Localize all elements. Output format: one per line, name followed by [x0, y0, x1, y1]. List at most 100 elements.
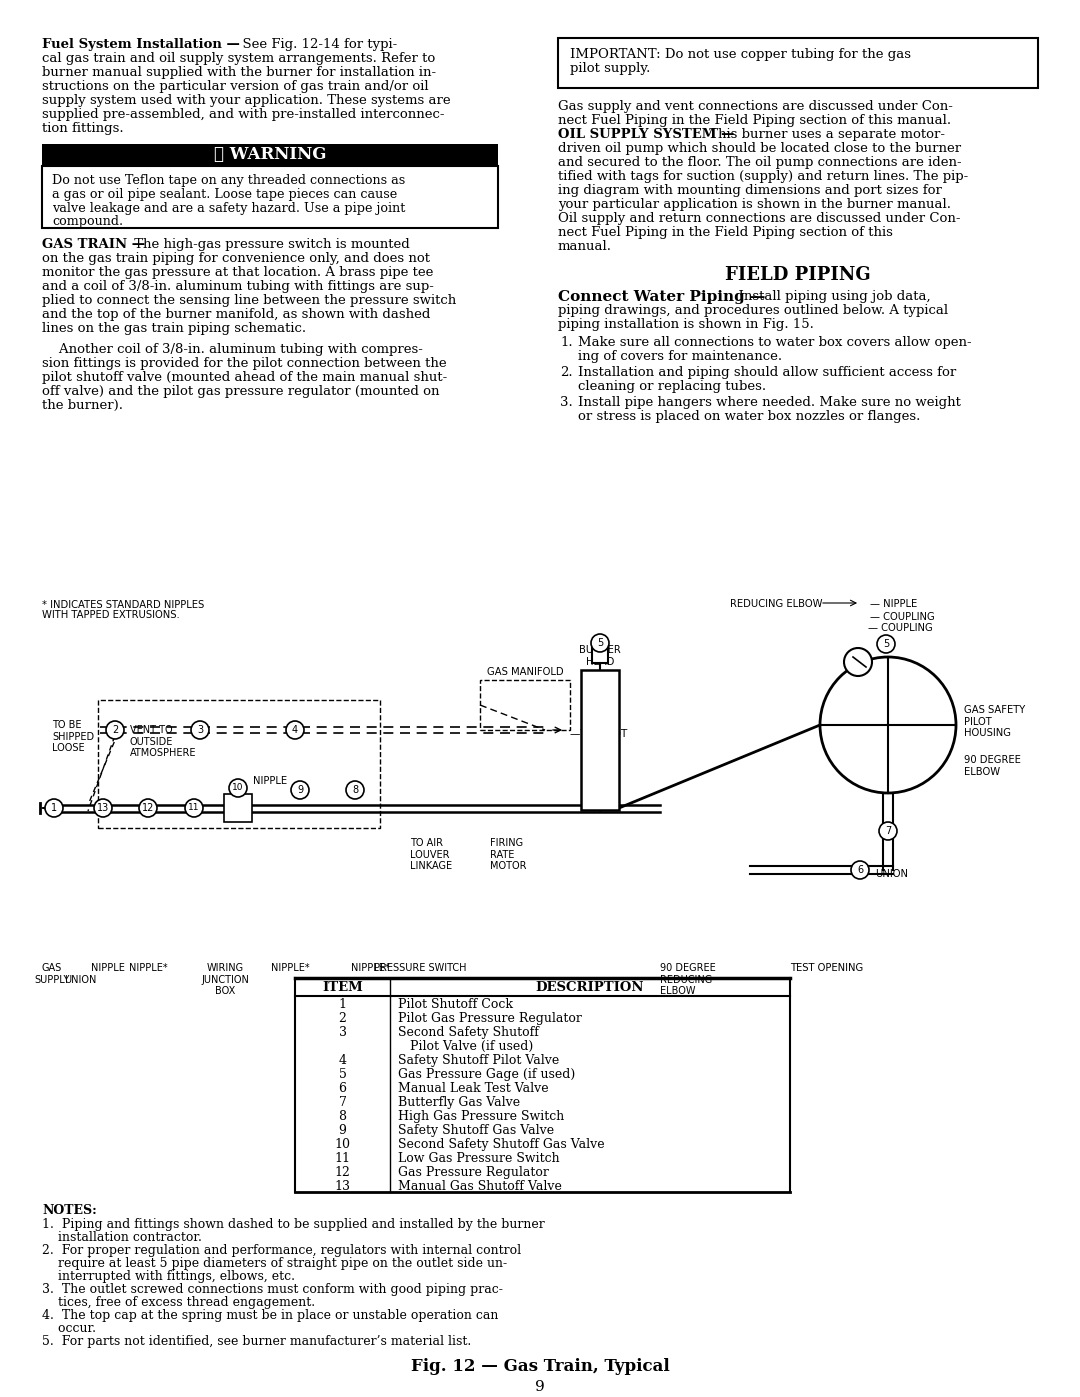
Bar	[592, 645, 608, 664]
Text: require at least 5 pipe diameters of straight pipe on the outlet side un-: require at least 5 pipe diameters of str…	[42, 1257, 508, 1270]
Text: Install piping using job data,: Install piping using job data,	[730, 291, 931, 303]
Text: REDUCING ELBOW: REDUCING ELBOW	[730, 599, 823, 609]
Text: FIRING
RATE
MOTOR: FIRING RATE MOTOR	[490, 838, 527, 872]
Text: — COUPLING: — COUPLING	[870, 612, 935, 622]
Bar	[98, 700, 380, 828]
Text: GAS
SUPPLY: GAS SUPPLY	[35, 963, 70, 985]
Text: WITH TAPPED EXTRUSIONS.: WITH TAPPED EXTRUSIONS.	[42, 610, 179, 620]
Circle shape	[286, 721, 303, 739]
Text: 2.: 2.	[561, 366, 572, 379]
Text: 13: 13	[97, 803, 109, 813]
Text: 6: 6	[338, 1083, 347, 1095]
Text: and the top of the burner manifold, as shown with dashed: and the top of the burner manifold, as s…	[42, 307, 430, 321]
Circle shape	[820, 657, 956, 793]
Bar	[42, 166, 498, 228]
Circle shape	[185, 799, 203, 817]
Text: 3.  The outlet screwed connections must conform with good piping prac-: 3. The outlet screwed connections must c…	[42, 1282, 503, 1296]
Text: 3.: 3.	[561, 395, 572, 409]
Text: Second Safety Shutoff Gas Valve: Second Safety Shutoff Gas Valve	[399, 1139, 605, 1151]
Text: — COUPLING: — COUPLING	[868, 623, 933, 633]
Text: 1: 1	[51, 803, 57, 813]
Text: nect Fuel Piping in the Field Piping section of this manual.: nect Fuel Piping in the Field Piping sec…	[558, 115, 951, 127]
Text: DESCRIPTION: DESCRIPTION	[536, 981, 645, 995]
Bar	[558, 38, 1038, 88]
Text: compound.: compound.	[52, 215, 123, 228]
Text: monitor the gas pressure at that location. A brass pipe tee: monitor the gas pressure at that locatio…	[42, 265, 433, 279]
Text: NIPPLE: NIPPLE	[253, 775, 287, 787]
Text: 6: 6	[856, 865, 863, 875]
Text: 13: 13	[335, 1180, 351, 1193]
Text: Low Gas Pressure Switch: Low Gas Pressure Switch	[399, 1153, 559, 1165]
Text: tices, free of excess thread engagement.: tices, free of excess thread engagement.	[42, 1296, 315, 1309]
Circle shape	[591, 634, 609, 652]
Text: 11: 11	[335, 1153, 351, 1165]
Text: nect Fuel Piping in the Field Piping section of this: nect Fuel Piping in the Field Piping sec…	[558, 226, 893, 239]
Text: High Gas Pressure Switch: High Gas Pressure Switch	[399, 1111, 564, 1123]
Text: 3: 3	[197, 725, 203, 735]
Text: Do not use Teflon tape on any threaded connections as: Do not use Teflon tape on any threaded c…	[52, 175, 405, 187]
Text: or stress is placed on water box nozzles or flanges.: or stress is placed on water box nozzles…	[578, 409, 920, 423]
Circle shape	[843, 648, 872, 676]
Text: pilot shutoff valve (mounted ahead of the main manual shut-: pilot shutoff valve (mounted ahead of th…	[42, 372, 447, 384]
Text: Fig. 12 — Gas Train, Typical: Fig. 12 — Gas Train, Typical	[410, 1358, 670, 1375]
Circle shape	[139, 799, 157, 817]
Text: —TO PILOT: —TO PILOT	[570, 729, 627, 739]
Text: 12: 12	[141, 803, 154, 813]
Text: 7: 7	[338, 1097, 347, 1109]
Text: 2: 2	[112, 725, 118, 735]
Circle shape	[191, 721, 210, 739]
Text: Safety Shutoff Pilot Valve: Safety Shutoff Pilot Valve	[399, 1053, 559, 1067]
Text: interrupted with fittings, elbows, etc.: interrupted with fittings, elbows, etc.	[42, 1270, 295, 1282]
Text: Gas supply and vent connections are discussed under Con-: Gas supply and vent connections are disc…	[558, 101, 953, 113]
Text: piping installation is shown in Fig. 15.: piping installation is shown in Fig. 15.	[558, 319, 814, 331]
Text: 90 DEGREE
ELBOW: 90 DEGREE ELBOW	[964, 754, 1021, 777]
Text: cleaning or replacing tubes.: cleaning or replacing tubes.	[578, 380, 766, 393]
Text: Pilot Valve (if used): Pilot Valve (if used)	[399, 1039, 534, 1053]
Text: burner manual supplied with the burner for installation in-: burner manual supplied with the burner f…	[42, 66, 436, 80]
Text: 9: 9	[535, 1380, 545, 1394]
Text: the burner).: the burner).	[42, 400, 123, 412]
Text: NIPPLE: NIPPLE	[91, 963, 125, 972]
Text: ing diagram with mounting dimensions and port sizes for: ing diagram with mounting dimensions and…	[558, 184, 942, 197]
Text: Gas Pressure Gage (if used): Gas Pressure Gage (if used)	[399, 1067, 576, 1081]
Text: ITEM: ITEM	[322, 981, 363, 995]
Text: * INDICATES STANDARD NIPPLES: * INDICATES STANDARD NIPPLES	[42, 599, 204, 610]
Text: 7: 7	[885, 826, 891, 835]
Text: GAS TRAIN —: GAS TRAIN —	[42, 237, 145, 251]
Text: Safety Shutoff Gas Valve: Safety Shutoff Gas Valve	[399, 1125, 554, 1137]
Text: VENT TO
OUTSIDE
ATMOSPHERE: VENT TO OUTSIDE ATMOSPHERE	[130, 725, 197, 759]
Text: Make sure all connections to water box covers allow open-: Make sure all connections to water box c…	[578, 337, 972, 349]
Text: NIPPLE*: NIPPLE*	[129, 963, 167, 972]
Text: ⚠ WARNING: ⚠ WARNING	[214, 147, 326, 163]
Text: TO AIR
LOUVER
LINKAGE: TO AIR LOUVER LINKAGE	[410, 838, 453, 872]
Text: piping drawings, and procedures outlined below. A typical: piping drawings, and procedures outlined…	[558, 305, 948, 317]
Text: Fuel System Installation —: Fuel System Installation —	[42, 38, 240, 52]
Text: plied to connect the sensing line between the pressure switch: plied to connect the sensing line betwee…	[42, 293, 456, 307]
Bar	[42, 144, 498, 166]
Text: 10: 10	[335, 1139, 351, 1151]
Circle shape	[877, 636, 895, 652]
Text: NIPPLE*: NIPPLE*	[351, 963, 389, 972]
Text: 11: 11	[188, 803, 200, 813]
Text: valve leakage and are a safety hazard. Use a pipe joint: valve leakage and are a safety hazard. U…	[52, 201, 405, 215]
Text: — NIPPLE: — NIPPLE	[870, 599, 917, 609]
Text: supply system used with your application. These systems are: supply system used with your application…	[42, 94, 450, 108]
Text: Manual Gas Shutoff Valve: Manual Gas Shutoff Valve	[399, 1180, 562, 1193]
Text: 8: 8	[338, 1111, 347, 1123]
Text: 3: 3	[338, 1025, 347, 1039]
Circle shape	[879, 821, 897, 840]
Text: ing of covers for maintenance.: ing of covers for maintenance.	[578, 351, 782, 363]
Text: manual.: manual.	[558, 240, 612, 253]
Text: Oil supply and return connections are discussed under Con-: Oil supply and return connections are di…	[558, 212, 960, 225]
Text: 1.: 1.	[561, 337, 572, 349]
Text: pilot supply.: pilot supply.	[570, 61, 650, 75]
Text: occur.: occur.	[42, 1322, 96, 1336]
Text: structions on the particular version of gas train and/or oil: structions on the particular version of …	[42, 80, 429, 94]
Text: driven oil pump which should be located close to the burner: driven oil pump which should be located …	[558, 142, 961, 155]
Circle shape	[229, 780, 247, 798]
Text: 5: 5	[597, 638, 603, 648]
Text: Pilot Shutoff Cock: Pilot Shutoff Cock	[399, 997, 513, 1011]
Text: See Fig. 12-14 for typi-: See Fig. 12-14 for typi-	[234, 38, 397, 52]
Text: 9: 9	[297, 785, 303, 795]
Text: off valve) and the pilot gas pressure regulator (mounted on: off valve) and the pilot gas pressure re…	[42, 386, 440, 398]
